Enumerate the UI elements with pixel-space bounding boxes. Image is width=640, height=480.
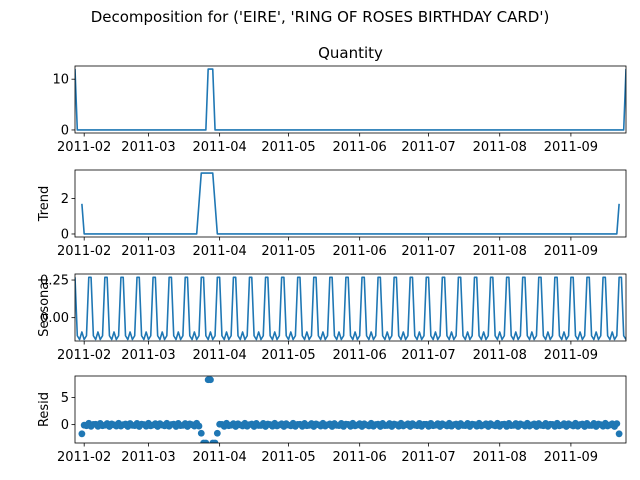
x-tick-label: 2011-06 [333,244,387,259]
resid-point [197,429,205,437]
x-tick-label: 2011-04 [192,348,246,363]
y-tick-label: 10 [52,73,69,88]
y-tick-label: 0 [61,227,69,242]
resid-point [211,439,219,443]
x-tick-label: 2011-08 [473,140,527,155]
x-tick-label: 2011-08 [473,450,527,465]
series-trend [81,172,620,235]
x-tick-label: 2011-07 [401,244,455,259]
y-tick-label: 0.00 [40,311,69,326]
panel-observed: 0 10 2011-02 2011-03 2011-04 2011-05 2011-06 20… [52,44,627,155]
trend-ylabel: Trend [37,186,52,223]
x-tick-label: 2011-02 [57,140,111,155]
panel-resid: 0 5 2011-02 2011-03 2011-04 2011-05 2011-06 201… [37,375,627,465]
resid-point [78,430,86,438]
observed-title: Quantity [318,44,383,62]
series-seasonal [75,276,626,341]
resid-point [213,429,221,437]
trend-axes-frame [74,169,627,238]
resid-axes-frame [74,375,627,444]
x-tick-label: 2011-06 [333,140,387,155]
x-tick-label: 2011-09 [544,348,598,363]
y-tick-label: 0 [61,123,69,138]
resid-ylabel: Resid [37,392,52,427]
series-resid [78,376,623,443]
y-tick-label: 2 [61,192,69,207]
x-tick-label: 2011-09 [544,244,598,259]
x-tick-label: 2011-05 [261,348,315,363]
x-tick-label: 2011-02 [57,348,111,363]
observed-line [75,68,626,131]
x-tick-label: 2011-02 [57,244,111,259]
y-tick-label: 0.25 [40,274,69,289]
panel-trend: 0 2 2011-02 2011-03 2011-04 2011-05 2011-06 201… [37,169,627,259]
x-tick-label: 2011-04 [192,140,246,155]
x-tick-label: 2011-03 [121,140,175,155]
observed-axes-frame [74,65,627,134]
seasonal-line [75,276,626,341]
x-tick-label: 2011-03 [121,244,175,259]
resid-point [613,420,621,428]
x-tick-label: 2011-04 [192,244,246,259]
x-tick-label: 2011-07 [401,450,455,465]
x-tick-label: 2011-02 [57,450,111,465]
trend-line [81,172,620,235]
y-tick-label: 5 [61,391,69,406]
resid-point [615,430,623,438]
seasonal-ylabel: Seasonal [37,278,52,337]
x-tick-label: 2011-04 [192,450,246,465]
x-tick-label: 2011-07 [401,140,455,155]
x-tick-label: 2011-03 [121,450,175,465]
figure-suptitle: Decomposition for ('EIRE', 'RING OF ROSE… [91,8,550,26]
seasonal-axes-frame [74,273,627,342]
x-tick-label: 2011-08 [473,244,527,259]
x-tick-label: 2011-06 [333,348,387,363]
x-tick-label: 2011-09 [544,450,598,465]
x-tick-label: 2011-06 [333,450,387,465]
resid-point [202,439,210,443]
x-tick-label: 2011-05 [261,244,315,259]
series-observed [75,68,626,131]
resid-point [207,376,214,384]
x-tick-label: 2011-05 [261,450,315,465]
x-tick-label: 2011-08 [473,348,527,363]
resid-point [195,422,203,430]
x-tick-label: 2011-07 [401,348,455,363]
panel-seasonal: 0.25 0.00 2011-02 2011-03 2011-04 2011-05 2011… [37,273,627,363]
x-tick-label: 2011-03 [121,348,175,363]
x-tick-label: 2011-09 [544,140,598,155]
x-tick-label: 2011-05 [261,140,315,155]
y-tick-label: 0 [61,418,69,433]
